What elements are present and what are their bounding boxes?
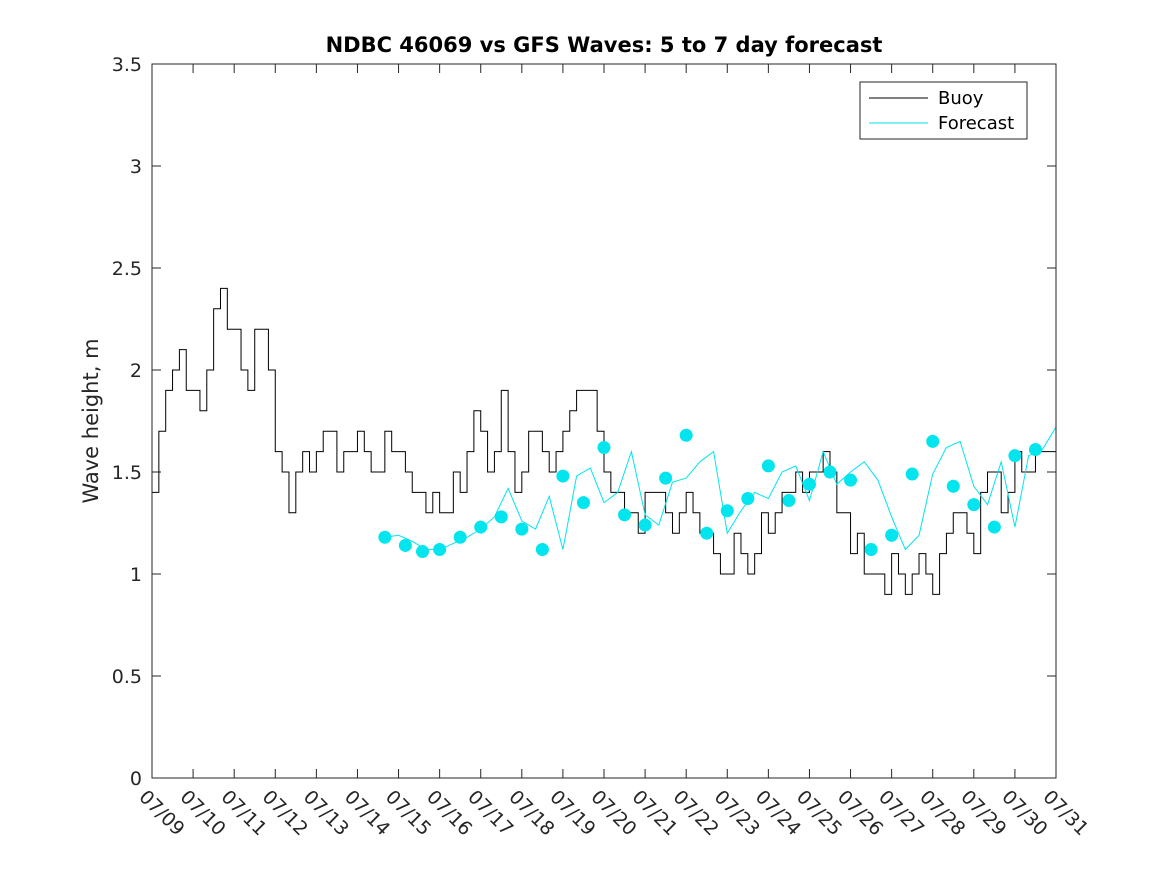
forecast-point [967,498,981,512]
legend-box [859,81,1028,140]
buoy-line [152,287,1057,595]
forecast-point [720,504,734,518]
forecast-point [864,543,878,557]
tick-marks [151,63,1057,779]
y-tick-label: 2.5 [112,258,142,280]
forecast-markers [378,428,1042,559]
forecast-point [844,473,858,487]
legend: Buoy Forecast [859,81,1028,140]
y-tick-label: 1 [130,564,142,586]
legend-buoy-label: Buoy [938,88,984,109]
forecast-point [823,465,837,479]
forecast-point [885,528,899,542]
y-tick-label: 3 [130,156,142,178]
forecast-series [384,426,1057,551]
y-tick-label: 3.5 [112,54,142,76]
forecast-point [556,469,570,483]
forecast-point [741,492,755,506]
forecast-point [802,477,816,491]
forecast-point [638,518,652,532]
forecast-point [576,496,590,510]
y-tick-label: 0 [130,768,142,790]
forecast-point [987,520,1001,534]
forecast-point [453,530,467,544]
plot-frame [151,63,1057,779]
forecast-point [946,479,960,493]
forecast-point [474,520,488,534]
forecast-point [618,508,632,522]
forecast-point [535,543,549,557]
forecast-point [926,434,940,448]
forecast-point [398,538,412,552]
forecast-point [597,441,611,455]
forecast-point [494,510,508,524]
forecast-point [515,522,529,536]
forecast-point [679,428,693,442]
forecast-line [384,426,1057,551]
forecast-point [761,459,775,473]
forecast-point [659,471,673,485]
forecast-point [905,467,919,481]
forecast-point [782,494,796,508]
y-tick-label: 1.5 [112,462,142,484]
y-axis-label: Wave height, m [79,338,103,503]
forecast-point [378,530,392,544]
y-tick-label: 0.5 [112,666,142,688]
legend-forecast-label: Forecast [938,113,1014,134]
y-tick-label: 2 [130,360,142,382]
buoy-series [152,287,1057,595]
forecast-point [1028,443,1042,457]
y-tick-labels: 0 0.5 1 1.5 2 2.5 3 3.5 [112,54,142,790]
forecast-point [1008,449,1022,463]
forecast-point [433,543,447,557]
forecast-point [700,526,714,540]
forecast-point [416,545,430,559]
chart-title: NDBC 46069 vs GFS Waves: 5 to 7 day fore… [326,33,883,57]
